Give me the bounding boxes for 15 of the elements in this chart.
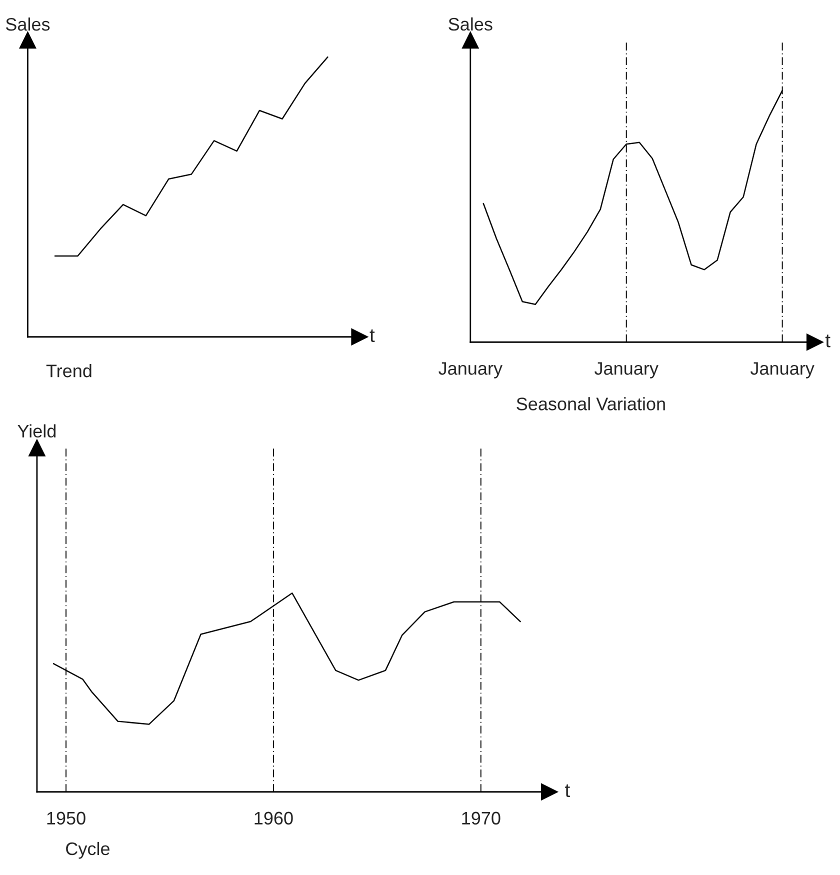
y-axis-title: Sales bbox=[448, 17, 492, 31]
x-tick-label: January bbox=[438, 362, 502, 378]
x-axis-title: t bbox=[565, 784, 570, 798]
text: Seasonal Variation bbox=[516, 397, 665, 410]
y-axis-title: Sales bbox=[6, 17, 50, 31]
x-axis-title: t bbox=[825, 334, 830, 348]
y-axis-title: Yield bbox=[18, 424, 56, 438]
x-tick-label: January bbox=[750, 362, 814, 378]
x-tick-label: 1970 bbox=[462, 812, 500, 825]
x-tick-label: January bbox=[594, 362, 658, 378]
text: Trend bbox=[46, 364, 92, 378]
x-axis-title: t bbox=[370, 329, 375, 342]
text: Cycle bbox=[66, 842, 110, 859]
x-tick-label: 1960 bbox=[254, 812, 293, 825]
x-tick-label: 1950 bbox=[47, 812, 86, 825]
